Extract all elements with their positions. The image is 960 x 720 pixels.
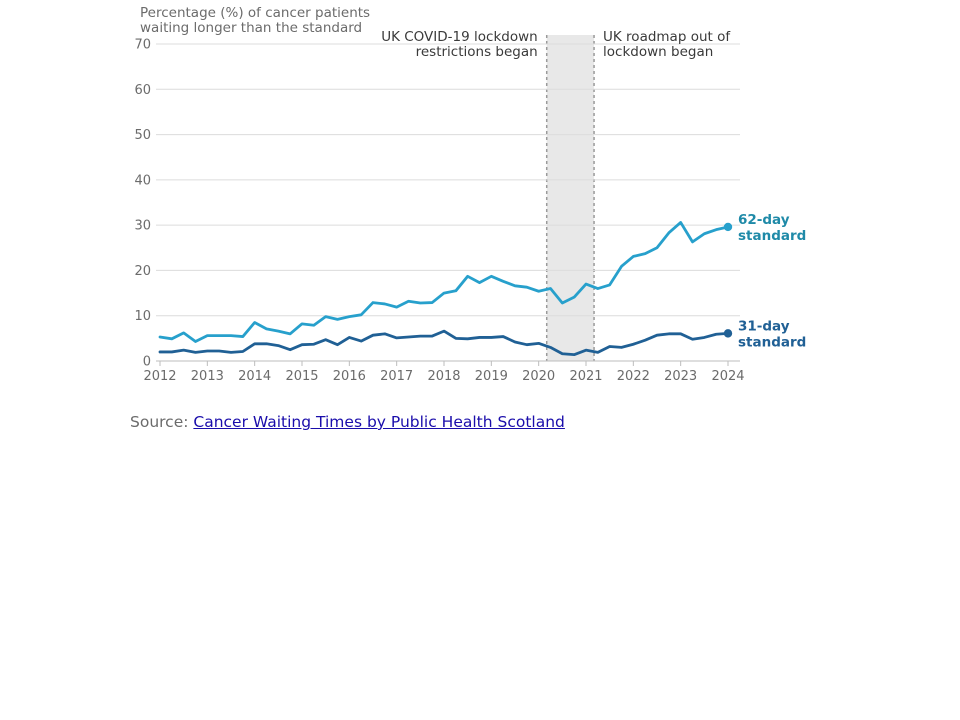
x-tick-label: 2022	[617, 369, 650, 384]
x-tick-label: 2021	[569, 369, 602, 384]
y-axis-label: Percentage (%) of cancer patientswaiting…	[140, 5, 370, 36]
series-label-31-day: 31-day	[738, 318, 790, 334]
x-tick-label: 2016	[333, 369, 366, 384]
annotation-line-2: lockdown began	[603, 44, 713, 60]
y-tick-label: 10	[134, 309, 151, 324]
series-label-31-day: standard	[738, 334, 806, 350]
y-tick-label: 30	[134, 219, 151, 234]
y-tick-label: 50	[134, 128, 151, 143]
y-tick-label: 20	[134, 264, 151, 279]
series-end-point-62-day	[723, 222, 733, 232]
y-tick-label: 70	[134, 38, 151, 53]
series-line-31-day	[158, 329, 730, 357]
series-label-62-day: standard	[738, 228, 806, 244]
x-tick-label: 2014	[238, 369, 271, 384]
x-tick-label: 2013	[191, 369, 224, 384]
gridlines	[156, 43, 740, 317]
lockdown-period-band	[546, 35, 595, 361]
x-tick-label: 2017	[380, 369, 413, 384]
y-axis-label-line: Percentage (%) of cancer patients	[140, 5, 370, 21]
axes: 0 10 20 30 40 50 60 70 2012 2013 2014 2015 2016 2017 2…	[134, 38, 744, 385]
series-end-point-31-day	[723, 329, 733, 338]
series-label-62-day: 62-day	[738, 212, 790, 228]
series-line-62-day	[158, 221, 730, 343]
source-prefix: Source:	[130, 413, 194, 431]
y-axis-label-line: waiting longer than the standard	[140, 20, 362, 36]
x-tick-label: 2019	[475, 369, 508, 384]
line-chart: 0 10 20 30 40 50 60 70 2012 2013 2014 2015 2016 2017 2…	[134, 5, 806, 385]
x-tick-label: 2024	[711, 369, 744, 384]
y-tick-label: 60	[134, 83, 151, 98]
x-tick-label: 2020	[522, 369, 555, 384]
y-tick-label: 0	[143, 355, 151, 370]
x-tick-label: 2018	[427, 369, 460, 384]
source-link[interactable]: Cancer Waiting Times by Public Health Sc…	[193, 413, 565, 431]
annotation-line-2: UK roadmap out of	[603, 29, 731, 45]
annotation-line-1: restrictions began	[416, 44, 538, 60]
y-tick-label: 40	[134, 173, 151, 188]
annotation-line-1: UK COVID-19 lockdown	[381, 29, 537, 45]
lockdown-shaded-region	[545, 35, 595, 361]
x-tick-label: 2012	[143, 369, 176, 384]
x-tick-label: 2015	[285, 369, 318, 384]
x-tick-label: 2023	[664, 369, 697, 384]
source-note: Source: Cancer Waiting Times by Public H…	[130, 413, 565, 431]
